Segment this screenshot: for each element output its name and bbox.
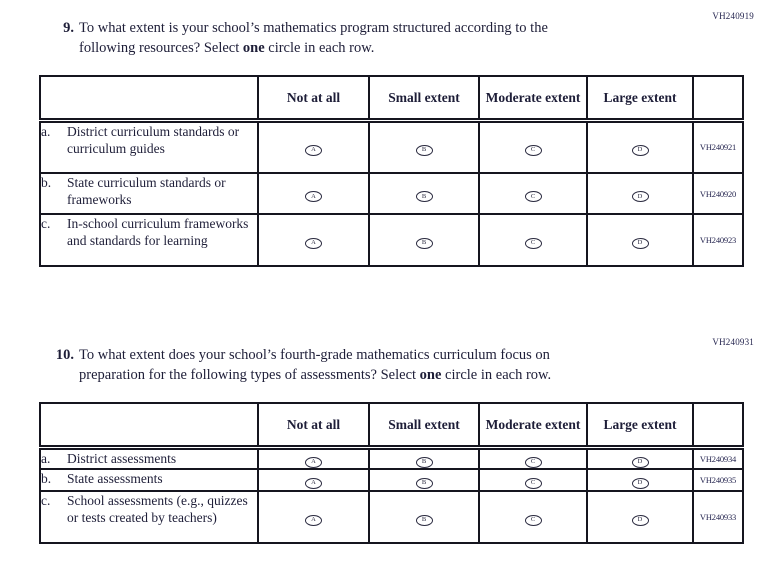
option-cell: B bbox=[368, 172, 480, 215]
header-not-at-all: Not at all bbox=[257, 402, 370, 450]
header-large-extent: Large extent bbox=[586, 402, 694, 450]
bubble-moderate-extent[interactable]: C bbox=[524, 514, 542, 526]
row-code: VH240923 bbox=[692, 213, 744, 267]
header-large-extent: Large extent bbox=[586, 75, 694, 123]
bubble-large-extent[interactable]: D bbox=[631, 145, 649, 156]
question-10-text: 10. To what extent does your school’s fo… bbox=[50, 345, 699, 385]
bubble-moderate-extent[interactable]: C bbox=[524, 145, 542, 156]
bubble-large-extent[interactable]: D bbox=[631, 456, 649, 468]
bubble-large-extent[interactable]: D bbox=[631, 477, 649, 489]
row-label: a. District assessments bbox=[39, 446, 259, 470]
header-code-blank bbox=[692, 402, 744, 450]
header-not-at-all: Not at all bbox=[257, 75, 370, 123]
option-cell: C bbox=[478, 119, 588, 174]
row-label: c. In-school curriculum frameworks and st… bbox=[39, 213, 259, 267]
option-cell: A bbox=[257, 446, 370, 470]
row-label: b. State curriculum standards or framewor… bbox=[39, 172, 259, 215]
header-moderate-extent: Moderate extent bbox=[478, 402, 588, 450]
option-cell: B bbox=[368, 446, 480, 470]
bubble-moderate-extent[interactable]: C bbox=[524, 237, 542, 249]
header-row: Not at all Small extent Moderate extent … bbox=[39, 75, 744, 123]
row-label: b. State assessments bbox=[39, 468, 259, 492]
row-code: VH240935 bbox=[692, 468, 744, 492]
question-10-code: VH240931 bbox=[712, 337, 754, 347]
option-cell: D bbox=[586, 213, 694, 267]
question-9-table: Not at all Small extent Moderate extent … bbox=[39, 75, 744, 267]
bubble-small-extent[interactable]: B bbox=[415, 145, 433, 156]
table-row: b. State curriculum standards or framewor… bbox=[39, 172, 744, 215]
option-cell: D bbox=[586, 172, 694, 215]
option-cell: B bbox=[368, 213, 480, 267]
question-10-line-1: To what extent does your school’s fourth… bbox=[79, 347, 550, 363]
question-10-line-2: preparation for the following types of a… bbox=[79, 367, 552, 383]
option-cell: A bbox=[257, 490, 370, 544]
bubble-not-at-all[interactable]: A bbox=[305, 456, 322, 468]
bubble-moderate-extent[interactable]: C bbox=[524, 191, 542, 203]
header-code-blank bbox=[692, 75, 744, 123]
table-row: a. District assessments A B C D VH240934 bbox=[39, 446, 744, 470]
question-9-number: 9. bbox=[63, 20, 74, 36]
option-cell: A bbox=[257, 213, 370, 267]
bubble-large-extent[interactable]: D bbox=[631, 237, 649, 249]
bubble-small-extent[interactable]: B bbox=[415, 456, 433, 468]
row-label: a. District curriculum standards or curri… bbox=[39, 119, 259, 174]
row-code: VH240921 bbox=[692, 119, 744, 174]
option-cell: A bbox=[257, 468, 370, 492]
bubble-not-at-all[interactable]: A bbox=[305, 145, 322, 156]
table-row: b. State assessments A B C D VH240935 bbox=[39, 468, 744, 492]
bubble-not-at-all[interactable]: A bbox=[305, 237, 322, 249]
header-blank bbox=[39, 75, 259, 123]
option-cell: B bbox=[368, 119, 480, 174]
header-row: Not at all Small extent Moderate extent … bbox=[39, 402, 744, 450]
bubble-large-extent[interactable]: D bbox=[631, 191, 649, 203]
option-cell: B bbox=[368, 490, 480, 544]
bubble-moderate-extent[interactable]: C bbox=[524, 456, 542, 468]
question-9-code: VH240919 bbox=[712, 11, 754, 21]
option-cell: C bbox=[478, 446, 588, 470]
row-label: c. School assessments (e.g., quizzes or t… bbox=[39, 490, 259, 544]
option-cell: A bbox=[257, 172, 370, 215]
header-small-extent: Small extent bbox=[368, 75, 480, 123]
bubble-not-at-all[interactable]: A bbox=[305, 477, 322, 489]
table-row: a. District curriculum standards or curri… bbox=[39, 119, 744, 174]
header-moderate-extent: Moderate extent bbox=[478, 75, 588, 123]
row-code: VH240920 bbox=[692, 172, 744, 215]
row-code: VH240933 bbox=[692, 490, 744, 544]
table-row: c. In-school curriculum frameworks and st… bbox=[39, 213, 744, 267]
bubble-small-extent[interactable]: B bbox=[415, 514, 433, 526]
bubble-small-extent[interactable]: B bbox=[415, 477, 433, 489]
option-cell: D bbox=[586, 490, 694, 544]
option-cell: C bbox=[478, 213, 588, 267]
option-cell: C bbox=[478, 468, 588, 492]
question-9-line-1: To what extent is your school’s mathemat… bbox=[79, 20, 548, 36]
header-small-extent: Small extent bbox=[368, 402, 480, 450]
option-cell: D bbox=[586, 446, 694, 470]
bubble-small-extent[interactable]: B bbox=[415, 237, 433, 249]
question-10-table: Not at all Small extent Moderate extent … bbox=[39, 402, 744, 544]
option-cell: C bbox=[478, 172, 588, 215]
option-cell: D bbox=[586, 119, 694, 174]
bubble-small-extent[interactable]: B bbox=[415, 191, 433, 203]
option-cell: B bbox=[368, 468, 480, 492]
option-cell: C bbox=[478, 490, 588, 544]
bubble-moderate-extent[interactable]: C bbox=[524, 477, 542, 489]
question-10-number: 10. bbox=[55, 347, 74, 363]
header-blank bbox=[39, 402, 259, 450]
bubble-large-extent[interactable]: D bbox=[631, 514, 649, 526]
option-cell: A bbox=[257, 119, 370, 174]
option-cell: D bbox=[586, 468, 694, 492]
bubble-not-at-all[interactable]: A bbox=[305, 191, 322, 203]
row-code: VH240934 bbox=[692, 446, 744, 470]
question-9-text: 9. To what extent is your school’s mathe… bbox=[50, 18, 699, 58]
table-row: c. School assessments (e.g., quizzes or t… bbox=[39, 490, 744, 544]
question-9-line-2: following resources? Select one circle i… bbox=[79, 40, 375, 56]
bubble-not-at-all[interactable]: A bbox=[305, 514, 322, 526]
